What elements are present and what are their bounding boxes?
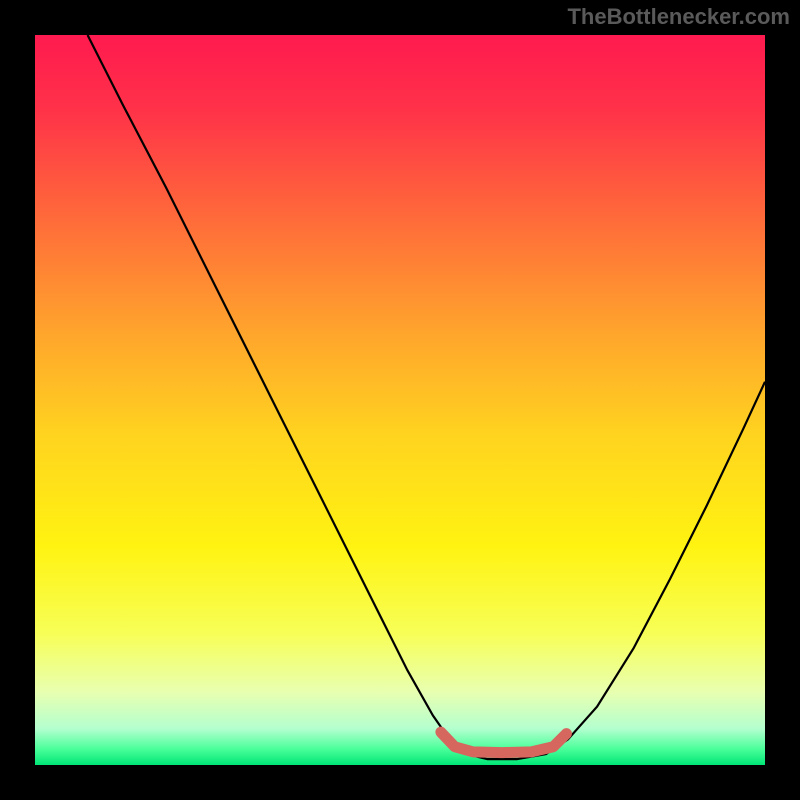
plot-area bbox=[35, 35, 765, 765]
curve-layer bbox=[35, 35, 765, 765]
watermark-text: TheBottlenecker.com bbox=[567, 4, 790, 30]
valley-marker bbox=[441, 732, 567, 752]
bottleneck-curve bbox=[88, 35, 765, 759]
chart-container: TheBottlenecker.com bbox=[0, 0, 800, 800]
